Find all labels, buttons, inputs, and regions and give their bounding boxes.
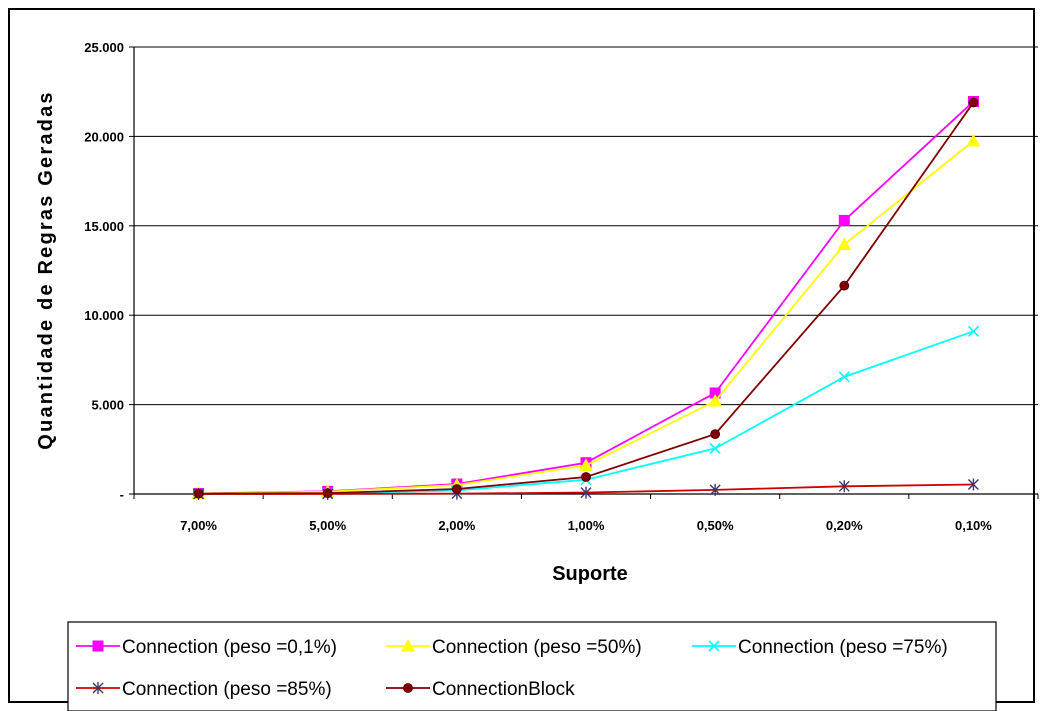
data-point [581,472,591,482]
data-point [451,484,462,494]
y-tick-label: 20.000 [84,129,124,144]
legend-item: Connection (peso =50%) [386,637,642,658]
legend-item: ConnectionBlock [386,679,575,700]
series-line [198,140,974,495]
data-point [92,682,104,694]
x-axis-title: Suporte [552,563,628,585]
chart-frame [8,8,1035,703]
data-point [322,488,333,499]
data-point [967,478,979,491]
data-point [580,486,592,499]
series-group [191,133,981,500]
axes [129,46,1039,499]
data-point [837,237,852,251]
data-point [579,458,593,471]
legend-box [67,621,997,711]
data-point [709,442,721,454]
data-point [967,325,979,337]
data-point [708,640,720,652]
data-point [403,683,413,693]
x-tick-label: 2,00% [438,518,475,533]
x-tick-label: 0,10% [955,518,992,533]
data-point [966,133,981,147]
data-point [710,429,721,440]
legend: Connection (peso =0,1%) Connection (peso … [67,621,997,711]
grid-lines [134,46,1038,406]
y-axis-title: Quantidade de Regras Geradas [35,90,57,449]
legend-item: Connection (peso =75%) [692,637,948,658]
series-line [198,101,975,495]
data-point [709,483,721,496]
legend-item: Connection (peso =85%) [76,679,332,700]
x-tick-label: 1,00% [568,518,605,533]
x-tick-label: 7,00% [180,518,217,533]
y-tick-label: 10.000 [84,308,124,323]
legend-label: Connection (peso =85%) [122,679,332,700]
data-point [193,488,204,499]
data-point [839,280,850,291]
x-tick-label: 0,50% [697,518,734,533]
x-tick-labels: 7,00% 5,00% 2,00% 1,00% 0,50% 0,20% 0,10% [180,518,992,533]
series-group [193,97,979,499]
x-tick-label: 5,00% [309,518,346,533]
x-tick-label: 0,20% [826,518,863,533]
y-tick-labels: - 5.000 10.000 15.000 20.000 25.000 [84,40,124,502]
series-line [198,100,975,495]
data-point [968,97,979,108]
y-tick-label: 15.000 [84,219,124,234]
y-tick-label: - [120,487,124,502]
data-point [838,214,850,226]
legend-item: Connection (peso =0,1%) [76,637,337,658]
series-lines [191,96,981,500]
data-point [708,393,722,407]
legend-label: ConnectionBlock [432,679,575,700]
data-point [401,638,415,652]
y-tick-label: 25.000 [84,40,124,55]
data-point [838,480,850,493]
legend-label: Connection (peso =75%) [738,637,948,658]
series-group [193,96,979,499]
data-point [838,371,850,383]
y-tick-label: 5.000 [91,398,124,413]
data-point [92,640,104,652]
legend-label: Connection (peso =50%) [432,637,642,658]
legend-label: Connection (peso =0,1%) [122,637,337,658]
